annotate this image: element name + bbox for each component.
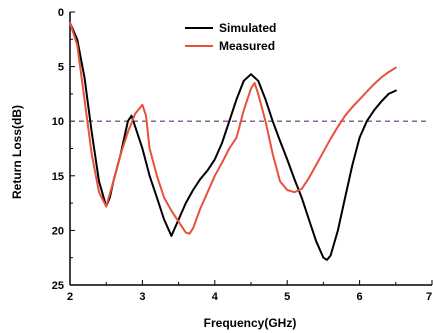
y-tick-label: 20	[52, 225, 64, 237]
y-tick-label: 15	[52, 171, 64, 183]
x-tick-label: 6	[357, 291, 363, 303]
x-axis-label: Frequency(GHz)	[204, 316, 297, 330]
tick-labels: 0 5 10 15 20 252 3 4 5 6 7	[52, 7, 432, 303]
series-lines	[69, 21, 397, 261]
y-axis-label: Return Loss(dB)	[10, 105, 24, 199]
x-tick-label: 2	[67, 291, 73, 303]
x-tick-label: 7	[426, 291, 432, 303]
y-tick-label: 0	[58, 7, 64, 19]
legend-label-simulated: Simulated	[219, 21, 276, 35]
x-tick-label: 4	[212, 291, 219, 303]
plot-axes	[69, 11, 433, 286]
series-line-measured	[69, 21, 397, 235]
y-tick-label: 10	[52, 116, 64, 128]
x-tick-label: 5	[284, 291, 290, 303]
y-tick-label: 25	[52, 280, 64, 292]
legend-label-measured: Measured	[219, 39, 275, 53]
y-tick-label: 5	[58, 62, 64, 74]
legend: Simulated Measured	[185, 21, 276, 53]
x-tick-label: 3	[139, 291, 145, 303]
